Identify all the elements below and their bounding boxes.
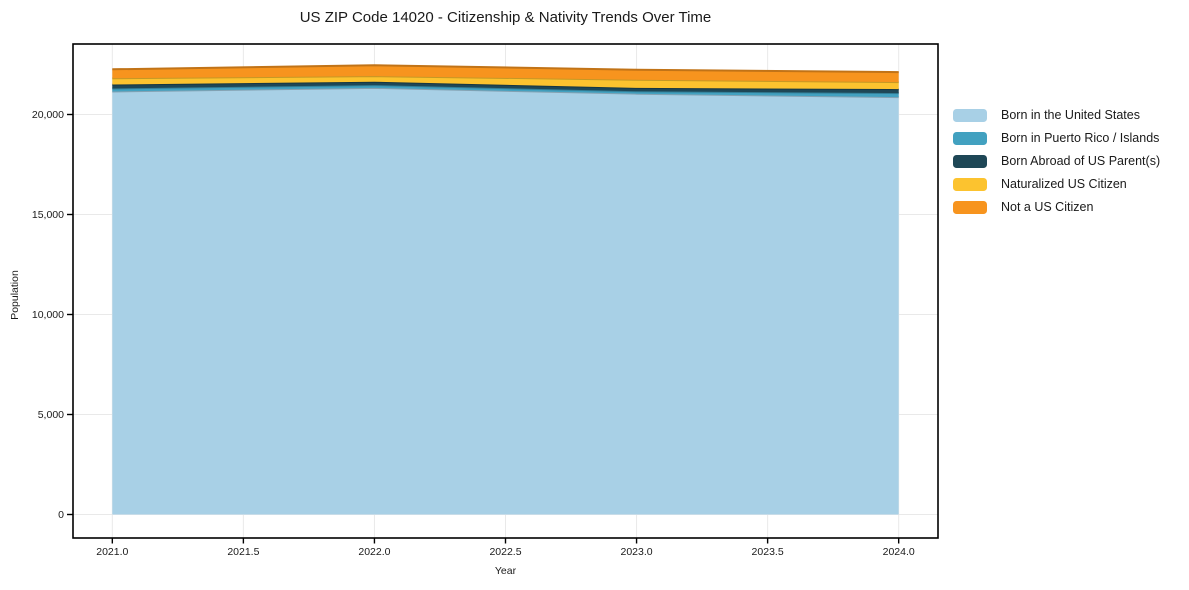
- area-series-group: [112, 64, 899, 515]
- legend-swatch-born-abroad-of-us-parent-s: [953, 155, 987, 168]
- legend-swatch-born-in-puerto-rico-islands: [953, 132, 987, 145]
- area-naturalized-us-citizen: [112, 76, 899, 90]
- axis-tick-labels: 2021.0 2021.5 2022.0 2022.5 2023.0 2023.5 2024…: [32, 109, 915, 558]
- x-tick-label-2021: 2021.0: [96, 546, 128, 558]
- area-born-abroad-of-us-parent-s: [112, 81, 899, 94]
- legend-label-born-abroad-of-us-parent-s: Born Abroad of US Parent(s): [1001, 154, 1161, 168]
- y-tick-label-20000: 20,000: [32, 109, 64, 121]
- legend-item-born-in-puerto-rico-islands: Born in Puerto Rico / Islands: [953, 132, 1160, 145]
- x-tick-label-2021.5: 2021.5: [227, 546, 259, 558]
- x-axis-label: Year: [494, 565, 517, 577]
- legend-label-born-in-the-united-states: Born in the United States: [1001, 108, 1140, 122]
- legend-item-naturalized-us-citizen: Naturalized US Citizen: [953, 178, 1160, 191]
- legend-swatch-born-in-the-united-states: [953, 109, 987, 122]
- legend-swatch-not-a-us-citizen: [953, 201, 987, 214]
- x-tick-label-2024: 2024.0: [883, 546, 915, 558]
- area-edge-not-a-us-citizen: [112, 64, 899, 74]
- legend-label-not-a-us-citizen: Not a US Citizen: [1001, 200, 1094, 214]
- y-axis-label: Population: [9, 270, 21, 320]
- y-tick-label-10000: 10,000: [32, 309, 64, 321]
- area-born-in-puerto-rico-islands: [112, 85, 899, 98]
- y-tick-label-5000: 5,000: [38, 409, 64, 421]
- x-tick-label-2022.5: 2022.5: [489, 546, 521, 558]
- legend-item-born-in-the-united-states: Born in the United States: [953, 109, 1160, 122]
- x-tick-label-2023.5: 2023.5: [752, 546, 784, 558]
- legend-label-born-in-puerto-rico-islands: Born in Puerto Rico / Islands: [1001, 131, 1160, 145]
- x-tick-label-2022: 2022.0: [358, 546, 390, 558]
- area-not-a-us-citizen: [112, 65, 899, 83]
- y-tick-label-0: 0: [58, 509, 64, 521]
- y-tick-label-15000: 15,000: [32, 209, 64, 221]
- legend: Born in the United States Born in Puerto …: [953, 109, 1160, 224]
- x-tick-label-2023: 2023.0: [620, 546, 652, 558]
- legend-item-not-a-us-citizen: Not a US Citizen: [953, 201, 1160, 214]
- chart-title: US ZIP Code 14020 - Citizenship & Nativi…: [299, 9, 712, 26]
- legend-swatch-naturalized-us-citizen: [953, 178, 987, 191]
- area-born-in-the-united-states: [112, 87, 899, 515]
- axis-ticks: [67, 113, 900, 544]
- legend-label-naturalized-us-citizen: Naturalized US Citizen: [1001, 177, 1127, 191]
- legend-item-born-abroad-of-us-parent-s: Born Abroad of US Parent(s): [953, 155, 1160, 168]
